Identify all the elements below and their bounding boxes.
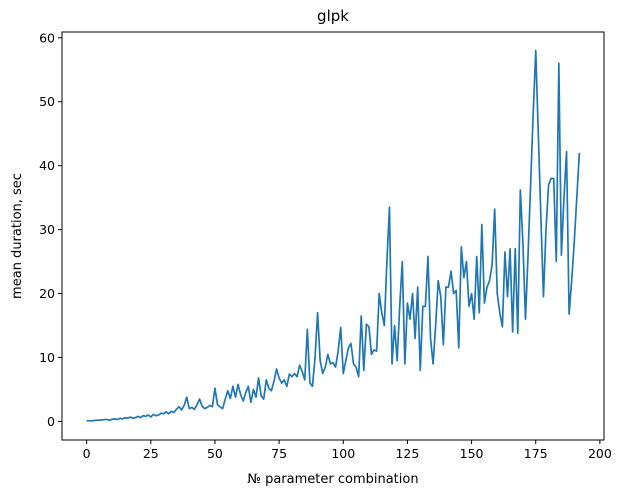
x-tick-label: 125 — [395, 446, 419, 461]
y-axis-label: mean duration, sec — [10, 173, 25, 299]
y-tick-label: 40 — [39, 158, 55, 173]
chart-title: glpk — [317, 7, 349, 25]
plot-frame — [61, 31, 605, 441]
x-tick-label: 175 — [524, 446, 548, 461]
x-tick-label: 100 — [331, 446, 355, 461]
y-tick-label: 20 — [39, 286, 55, 301]
y-tick-label: 10 — [39, 350, 55, 365]
x-tick-label: 50 — [207, 446, 223, 461]
y-tick-label: 60 — [39, 30, 55, 45]
x-tick-label: 200 — [588, 446, 612, 461]
y-tick-label: 0 — [47, 414, 55, 429]
y-tick-label: 50 — [39, 94, 55, 109]
x-tick-label: 75 — [271, 446, 287, 461]
x-tick-label: 0 — [83, 446, 91, 461]
x-tick-label: 150 — [460, 446, 484, 461]
data-line — [86, 49, 581, 422]
x-axis-label: № parameter combination — [247, 472, 418, 487]
y-tick-label: 30 — [39, 222, 55, 237]
x-tick-label: 25 — [143, 446, 159, 461]
